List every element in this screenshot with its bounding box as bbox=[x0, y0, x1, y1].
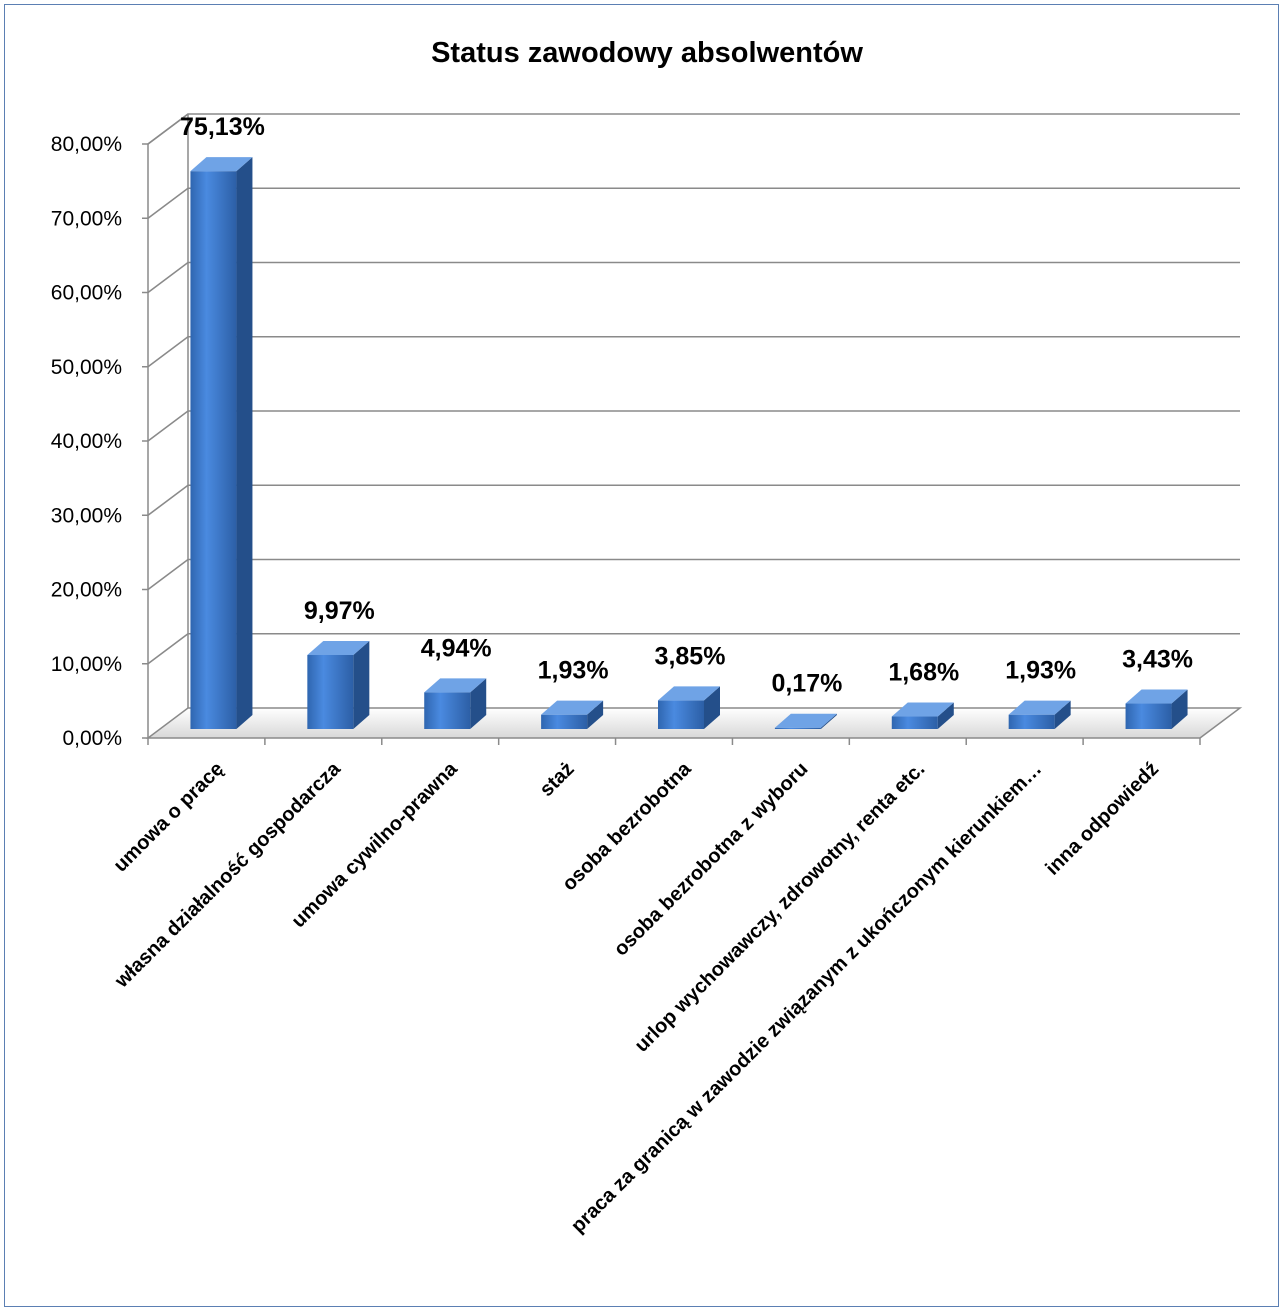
bar-front bbox=[307, 654, 354, 729]
chart-title: Status zawodowy absolwentów bbox=[431, 37, 863, 69]
bar bbox=[891, 702, 954, 729]
bar-side bbox=[704, 686, 720, 729]
bar bbox=[1125, 689, 1188, 729]
bar-top bbox=[774, 713, 837, 728]
y-tick-label: 60,00% bbox=[51, 282, 122, 305]
y-tick-labels: 0,00% 10,00% 20,00% 30,00% 40,00% 50,00% 60,00… bbox=[51, 133, 122, 750]
gridlines bbox=[147, 113, 1240, 665]
bar bbox=[541, 700, 604, 729]
bar-top bbox=[190, 157, 253, 172]
data-label: 1,68% bbox=[888, 659, 959, 687]
y-tick-label: 70,00% bbox=[51, 207, 122, 230]
data-label: 4,94% bbox=[421, 634, 492, 662]
category-label: inna odpowiedź bbox=[1041, 758, 1163, 880]
y-tick-label: 50,00% bbox=[51, 356, 122, 379]
bar-side bbox=[1171, 689, 1188, 729]
bar-front bbox=[774, 727, 821, 729]
bar-front bbox=[1008, 714, 1055, 729]
data-label: 75,13% bbox=[180, 113, 265, 141]
bar-side bbox=[1054, 700, 1071, 729]
bar bbox=[1008, 700, 1071, 729]
bar-front bbox=[891, 716, 938, 729]
gridline bbox=[147, 261, 1240, 294]
y-tick-label: 10,00% bbox=[51, 653, 122, 676]
bar-side bbox=[820, 713, 837, 729]
bar-front bbox=[190, 171, 237, 730]
y-axis-top-edge bbox=[147, 113, 189, 145]
bar bbox=[424, 678, 487, 729]
bar-top bbox=[307, 640, 370, 655]
bar-side bbox=[470, 678, 487, 729]
bar bbox=[190, 157, 253, 730]
bar-front bbox=[424, 692, 471, 729]
bar bbox=[774, 713, 837, 729]
bar-front bbox=[541, 714, 588, 729]
bar-top bbox=[1125, 689, 1188, 704]
data-label: 0,17% bbox=[771, 670, 842, 698]
bar-side bbox=[937, 702, 954, 729]
bar-side bbox=[353, 640, 370, 729]
gridline bbox=[147, 484, 1240, 516]
bar bbox=[658, 686, 720, 729]
data-label: 1,93% bbox=[1005, 657, 1076, 685]
bar-top bbox=[424, 678, 487, 693]
gridline bbox=[147, 113, 1240, 145]
data-label: 1,93% bbox=[538, 657, 609, 685]
category-label: własna działalność gospodarcza bbox=[110, 757, 345, 992]
category-label: staż bbox=[536, 758, 579, 801]
data-label: 3,43% bbox=[1122, 646, 1193, 674]
bar-top bbox=[541, 700, 604, 715]
bar bbox=[307, 640, 370, 729]
data-label: 9,97% bbox=[304, 597, 375, 625]
bar-front bbox=[1125, 703, 1172, 729]
gridline bbox=[147, 335, 1240, 368]
y-tick-label: 40,00% bbox=[51, 430, 122, 453]
bars bbox=[190, 157, 1188, 730]
bar-side bbox=[587, 700, 604, 729]
y-tick-label: 30,00% bbox=[51, 504, 122, 527]
category-label: osoba bezrobotna z wyboru bbox=[610, 758, 813, 961]
bar-top bbox=[891, 702, 954, 717]
gridline bbox=[147, 410, 1240, 442]
bar-side bbox=[236, 157, 253, 730]
bar-front bbox=[658, 700, 704, 729]
data-labels: 75,13% 9,97% 4,94% 1,93% 3,85% 0,17% 1,68% 1,93… bbox=[180, 113, 1193, 698]
data-label: 3,85% bbox=[655, 642, 726, 670]
bar-top bbox=[1008, 700, 1071, 715]
gridline bbox=[147, 558, 1240, 591]
y-tick-label: 0,00% bbox=[62, 727, 122, 750]
y-tick-label: 80,00% bbox=[51, 133, 122, 156]
category-label: osoba bezrobotna bbox=[558, 757, 696, 895]
gridline bbox=[147, 187, 1240, 219]
y-tick-label: 20,00% bbox=[51, 579, 122, 602]
category-label: umowa o pracę bbox=[109, 758, 228, 877]
bar-top bbox=[658, 686, 720, 701]
